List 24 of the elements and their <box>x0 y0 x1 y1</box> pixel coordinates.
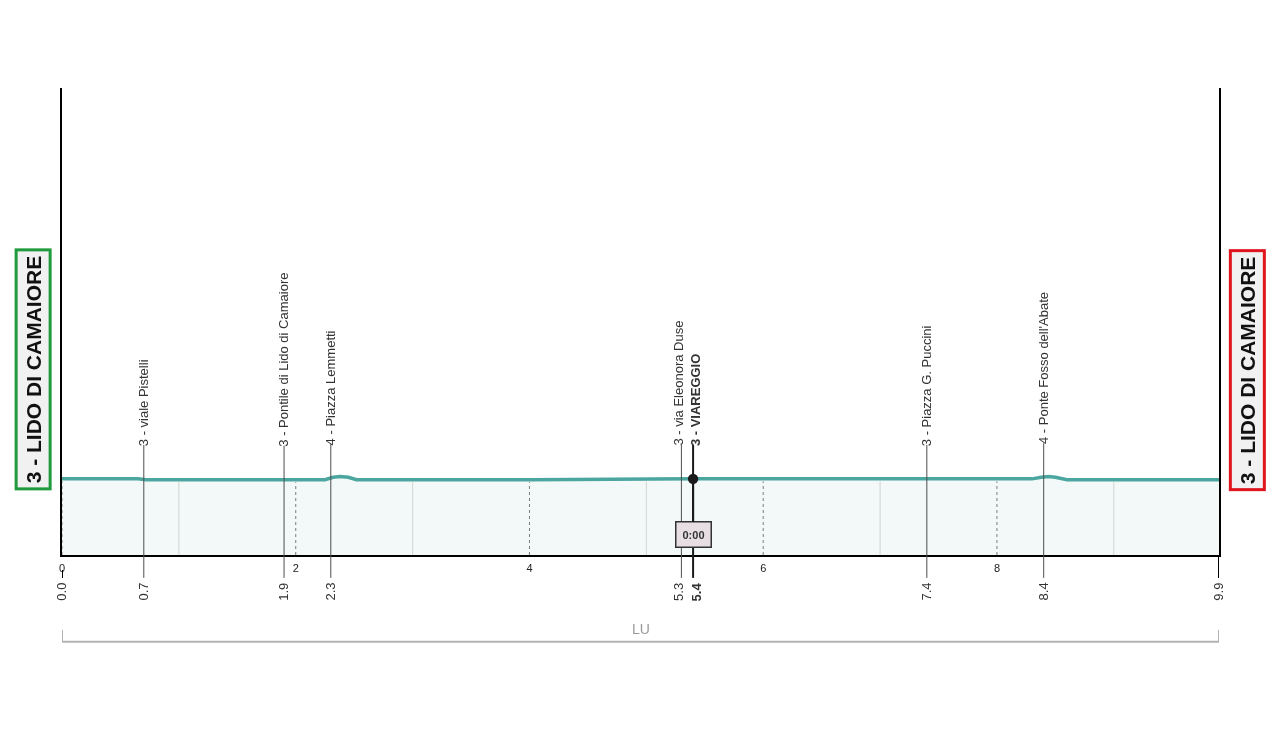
band-label: LU <box>632 621 650 637</box>
ref-line-label: 5.3 <box>670 582 686 601</box>
ref-line-label: 0.0 <box>54 582 70 601</box>
x-tick-label: 6 <box>760 562 767 575</box>
annotation: 3 - Pontile di Lido di Camaiore <box>276 272 292 447</box>
ref-line-label: 7.4 <box>919 582 935 601</box>
annotation: 3 - LIDO DI CAMAIORE <box>21 255 45 484</box>
ref-line-label: 5.4 <box>689 582 705 602</box>
ref-line-label: 8.4 <box>1036 582 1052 601</box>
x-tick-label: 4 <box>526 562 533 575</box>
ref-line-label: 0.7 <box>136 582 152 601</box>
annotation: 0:00 <box>682 528 705 541</box>
annotation: 3 - viale Pistelli <box>136 359 152 447</box>
annotation: 4 - Piazza Lemmetti <box>323 330 339 446</box>
ref-line-label: 1.9 <box>276 582 292 601</box>
annotation: 3 - VIAREGGIO <box>688 353 704 447</box>
x-tick-label: 2 <box>292 562 299 575</box>
x-tick-label: 8 <box>993 562 1001 575</box>
annotation: 4 - Ponte Fosso dell'Abate <box>1036 291 1052 444</box>
annotation: 3 - via Eleonora Duse <box>670 320 686 446</box>
ref-line-label: 9.9 <box>1211 582 1227 601</box>
annotation: 3 - LIDO DI CAMAIORE <box>1235 256 1259 485</box>
ref-line-label: 2.3 <box>323 582 339 601</box>
annotation: 3 - Piazza G. Puccini <box>919 325 935 447</box>
